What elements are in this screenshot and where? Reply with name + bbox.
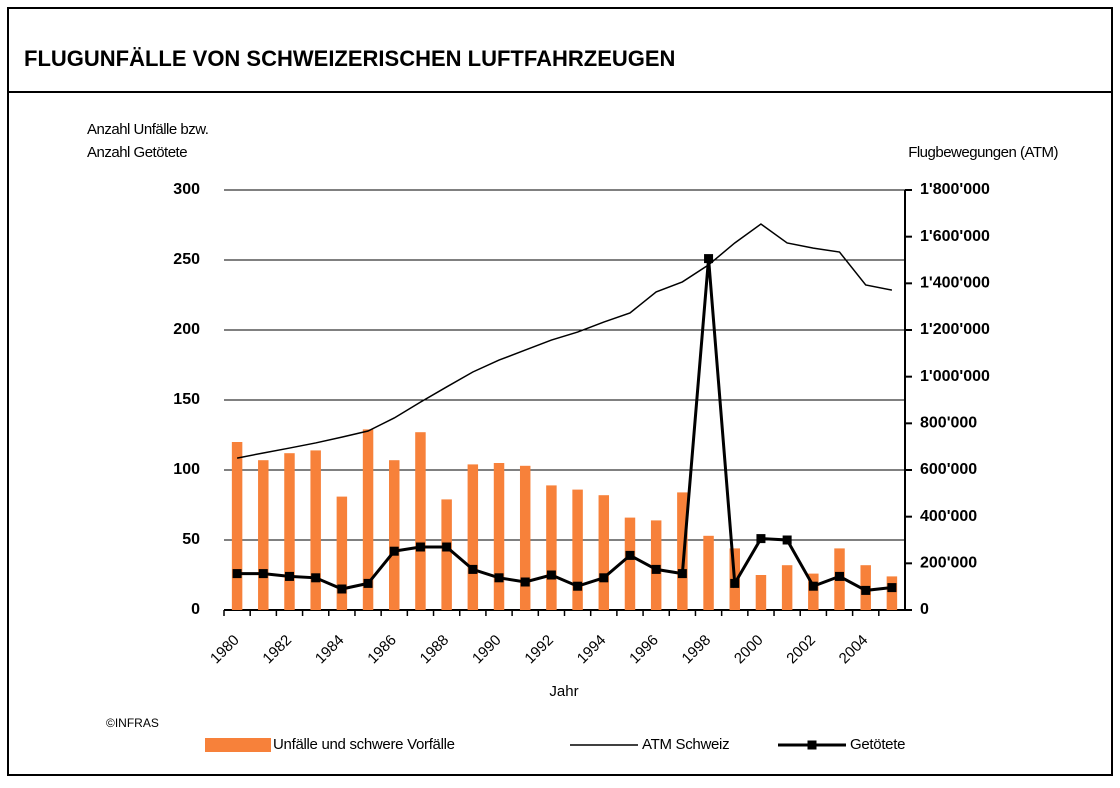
bar	[467, 464, 479, 610]
y2-tick-label: 600'000	[920, 461, 977, 478]
y2-tick-label: 0	[920, 601, 929, 618]
legend-swatch	[205, 738, 271, 752]
marker	[232, 569, 242, 579]
legend-label: Unfälle und schwere Vorfälle	[273, 736, 455, 753]
y2-axis-label: Flugbewegungen (ATM)	[908, 144, 1058, 161]
marker	[258, 569, 268, 579]
marker	[782, 535, 792, 545]
y2-tick-label: 400'000	[920, 508, 977, 525]
bar	[677, 492, 688, 610]
y-axis-label: Anzahl Unfälle bzw.	[87, 121, 208, 138]
marker	[599, 573, 609, 583]
bar	[336, 496, 348, 610]
bar	[519, 465, 531, 610]
marker	[468, 564, 478, 574]
legend-label: ATM Schweiz	[642, 736, 729, 753]
bar	[781, 565, 793, 610]
marker	[861, 585, 871, 595]
marker	[520, 577, 530, 587]
legend-marker	[807, 740, 817, 750]
bar	[546, 485, 557, 610]
y-tick-label: 0	[191, 601, 200, 618]
marker	[704, 254, 714, 264]
marker	[389, 546, 399, 556]
bar	[886, 576, 898, 610]
y-axis-label: Anzahl Getötete	[87, 144, 187, 161]
marker	[284, 571, 294, 581]
bar	[441, 499, 452, 610]
y-tick-label: 300	[173, 181, 200, 198]
marker	[756, 534, 766, 544]
bar	[755, 575, 767, 610]
y-tick-label: 100	[173, 461, 200, 478]
chart-title: FLUGUNFÄLLE VON SCHWEIZERISCHEN LUFTFAHR…	[24, 46, 675, 71]
y2-tick-label: 1'400'000	[920, 275, 990, 292]
y-tick-label: 200	[173, 321, 200, 338]
y-tick-label: 250	[173, 251, 200, 268]
marker	[363, 578, 373, 588]
marker	[625, 550, 635, 560]
frame	[7, 7, 1113, 776]
bar	[258, 460, 269, 610]
y2-tick-label: 1'200'000	[920, 321, 990, 338]
marker	[573, 581, 583, 591]
bar	[808, 573, 819, 610]
bar	[415, 432, 426, 610]
bar	[572, 489, 583, 610]
marker	[730, 578, 740, 588]
marker	[808, 581, 818, 591]
y2-tick-label: 200'000	[920, 555, 977, 572]
marker	[835, 571, 845, 581]
y2-tick-label: 800'000	[920, 415, 977, 432]
marker	[442, 542, 452, 552]
source: ©INFRAS	[106, 716, 159, 730]
marker	[887, 583, 897, 593]
y2-tick-label: 1'600'000	[920, 228, 990, 245]
marker	[494, 573, 504, 583]
bar	[231, 442, 243, 610]
x-axis-label: Jahr	[549, 683, 578, 700]
marker	[546, 570, 556, 580]
bar	[362, 429, 374, 610]
bar	[310, 450, 321, 610]
marker	[415, 542, 425, 552]
bar	[389, 460, 400, 610]
marker	[651, 564, 661, 574]
bar	[493, 463, 505, 610]
bar	[284, 453, 295, 610]
marker	[311, 573, 321, 583]
legend-label: Getötete	[850, 736, 905, 753]
y2-tick-label: 1'000'000	[920, 368, 990, 385]
y-tick-label: 150	[173, 391, 200, 408]
marker	[677, 569, 687, 579]
marker	[337, 584, 347, 594]
line	[236, 223, 893, 459]
bar	[624, 517, 636, 610]
bar	[598, 495, 610, 610]
y-tick-label: 50	[182, 531, 200, 548]
y2-tick-label: 1'800'000	[920, 181, 990, 198]
bar	[703, 535, 714, 610]
